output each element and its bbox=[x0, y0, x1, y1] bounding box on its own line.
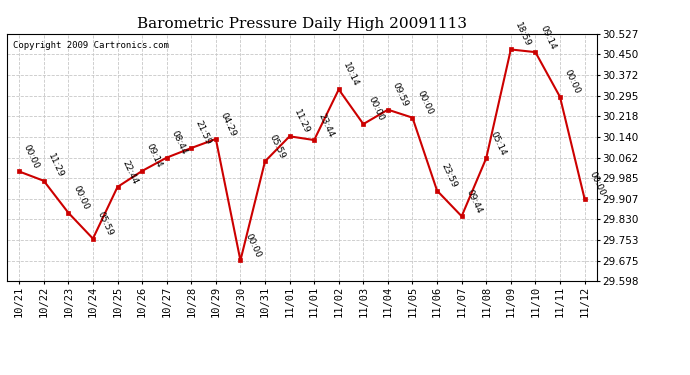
Text: 00:00: 00:00 bbox=[563, 68, 582, 96]
Text: 21:59: 21:59 bbox=[194, 120, 213, 147]
Text: 00:00: 00:00 bbox=[22, 143, 41, 170]
Text: 11:29: 11:29 bbox=[293, 108, 311, 135]
Text: 22:44: 22:44 bbox=[120, 159, 139, 186]
Text: 00:00: 00:00 bbox=[415, 89, 435, 116]
Text: 23:59: 23:59 bbox=[440, 162, 459, 189]
Text: 00:00: 00:00 bbox=[366, 95, 385, 123]
Text: 04:29: 04:29 bbox=[219, 111, 237, 138]
Title: Barometric Pressure Daily High 20091113: Barometric Pressure Daily High 20091113 bbox=[137, 17, 467, 31]
Text: 05:59: 05:59 bbox=[268, 133, 287, 160]
Text: 10:14: 10:14 bbox=[342, 61, 361, 88]
Text: 09:14: 09:14 bbox=[538, 24, 558, 51]
Text: 08:44: 08:44 bbox=[170, 129, 188, 156]
Text: 18:59: 18:59 bbox=[513, 21, 533, 48]
Text: 00:00: 00:00 bbox=[71, 184, 90, 211]
Text: 05:59: 05:59 bbox=[96, 210, 115, 237]
Text: Copyright 2009 Cartronics.com: Copyright 2009 Cartronics.com bbox=[13, 41, 168, 50]
Text: 09:44: 09:44 bbox=[464, 188, 484, 215]
Text: 05:14: 05:14 bbox=[489, 130, 508, 157]
Text: 00:00: 00:00 bbox=[587, 170, 607, 197]
Text: 23:44: 23:44 bbox=[317, 112, 336, 139]
Text: 09:14: 09:14 bbox=[145, 142, 164, 170]
Text: 00:00: 00:00 bbox=[243, 232, 262, 259]
Text: 09:59: 09:59 bbox=[391, 81, 410, 108]
Text: 11:29: 11:29 bbox=[46, 152, 66, 179]
